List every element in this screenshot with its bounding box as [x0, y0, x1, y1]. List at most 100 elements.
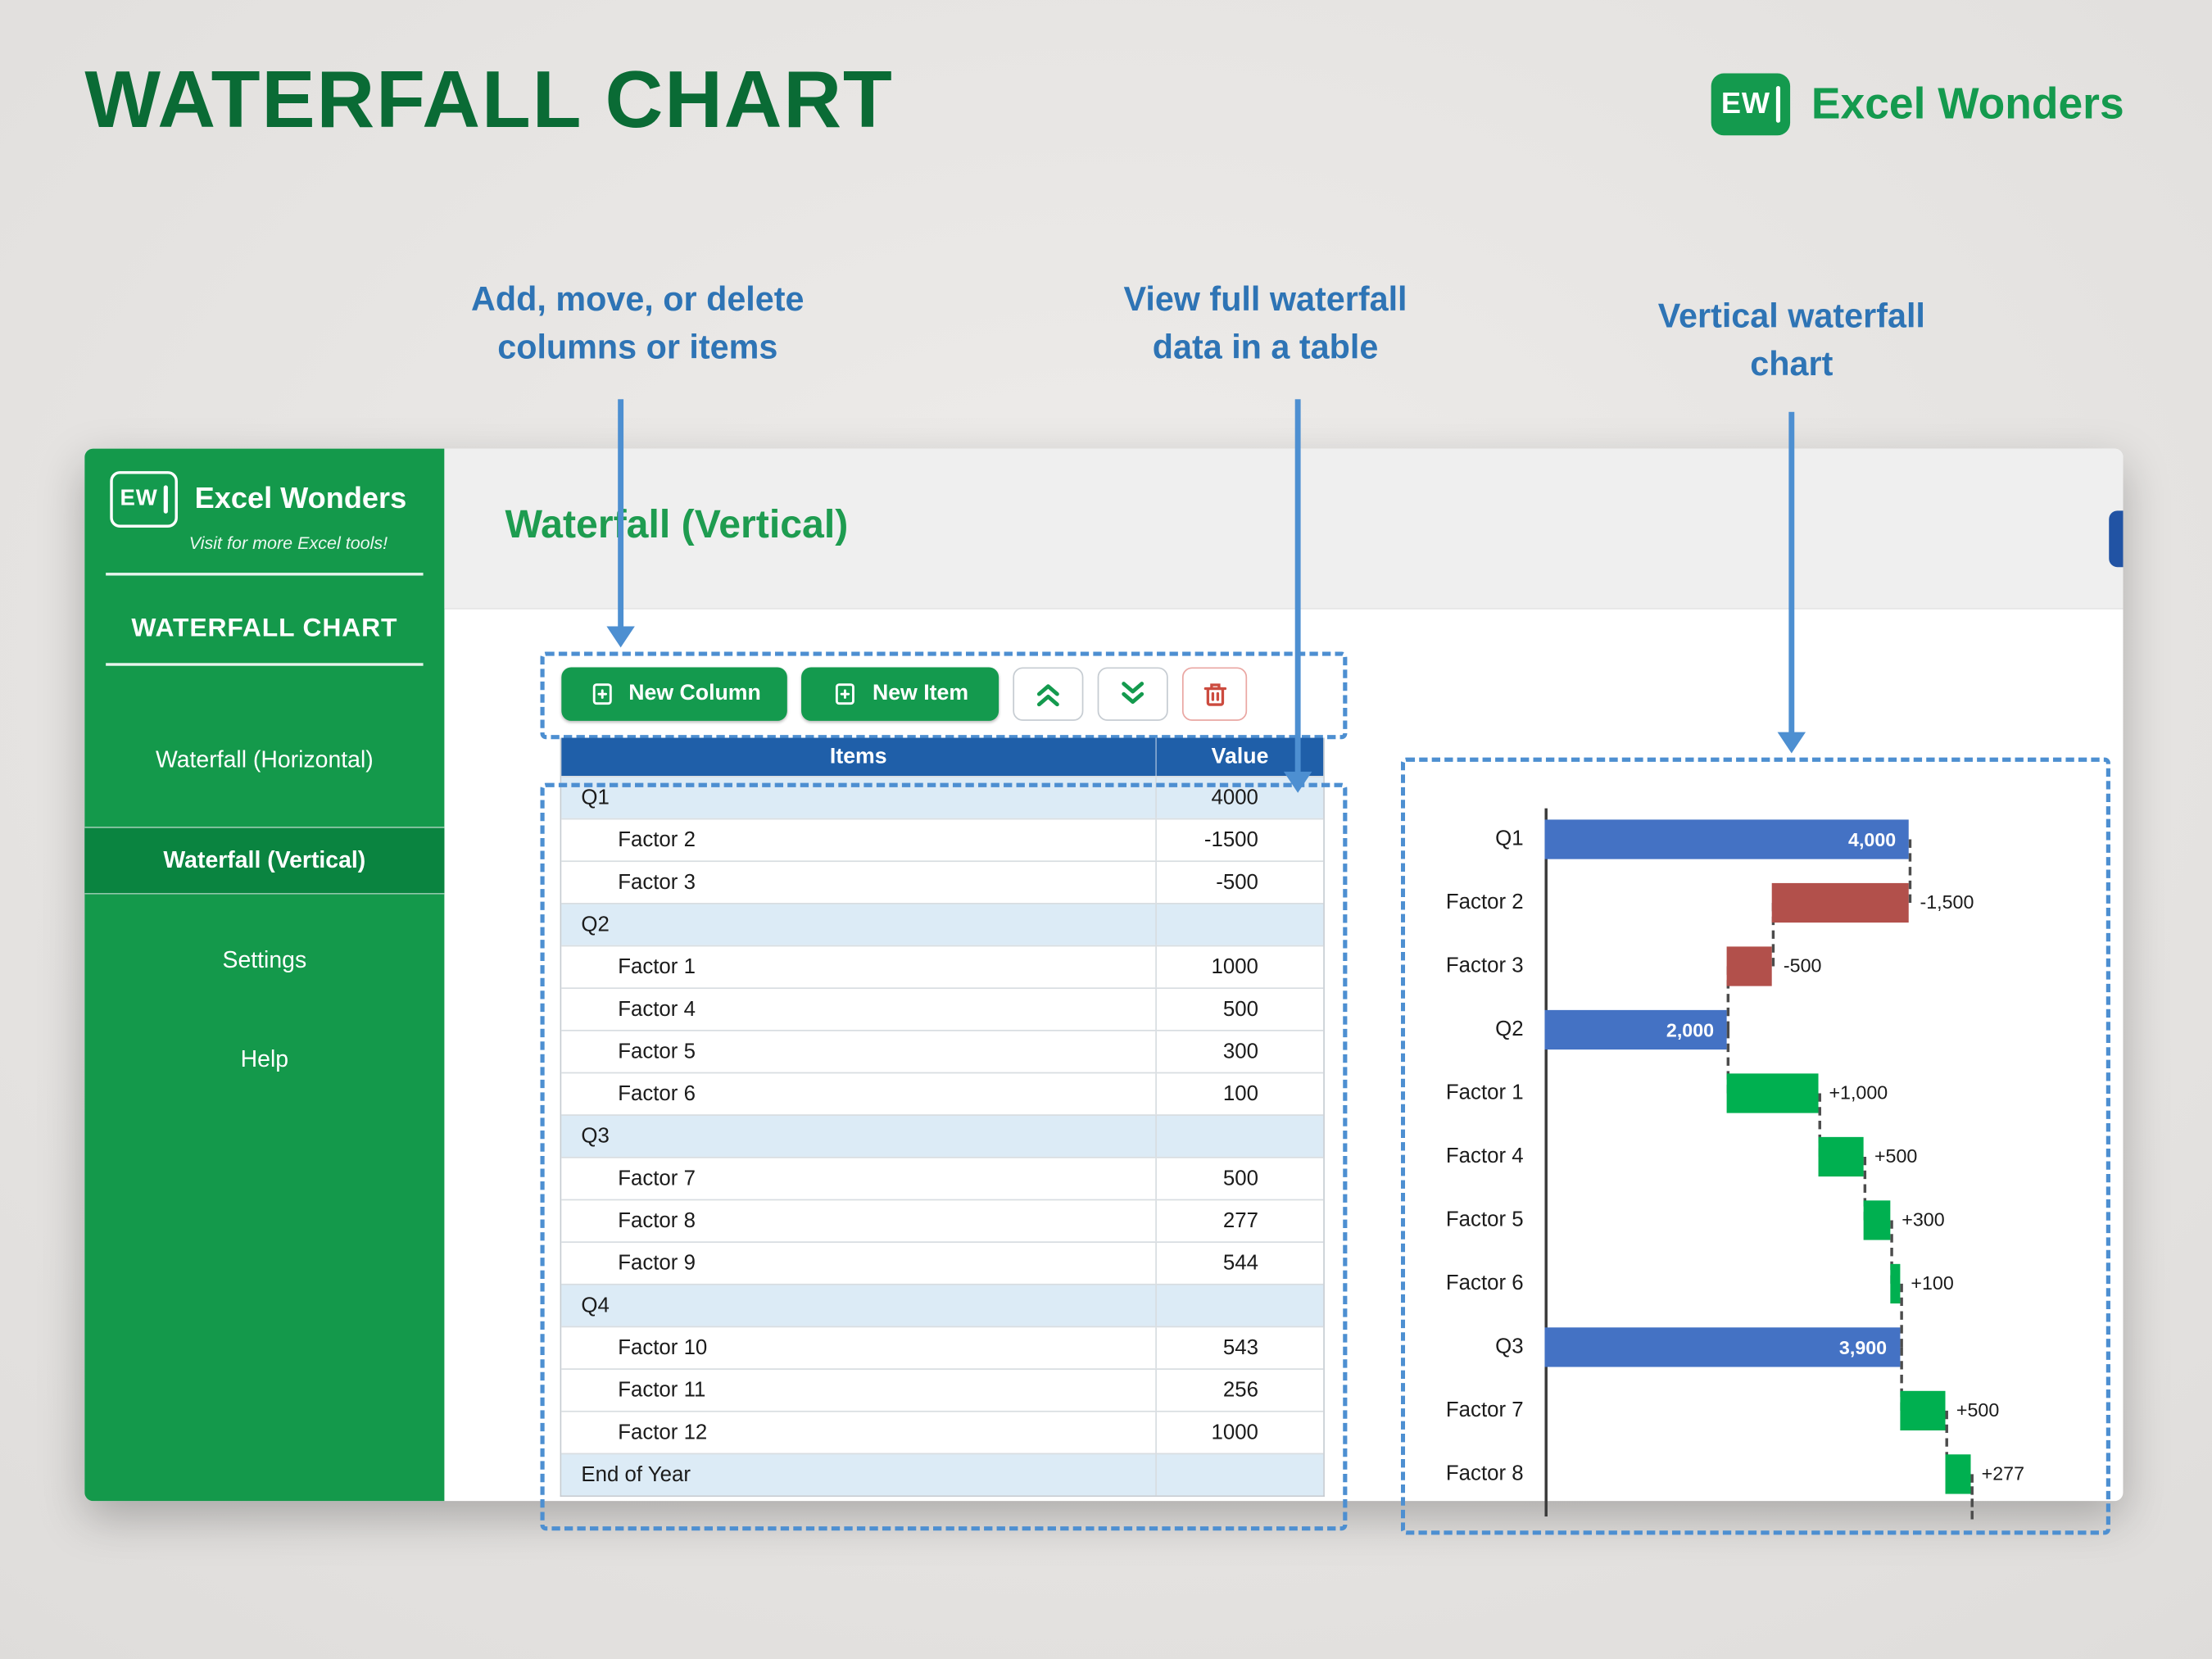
table-row[interactable]: Factor 6 100 — [561, 1072, 1324, 1115]
item-cell[interactable]: End of Year — [581, 1462, 691, 1487]
axis-category-label: Factor 1 — [1445, 1080, 1524, 1105]
bar-value-label: +100 — [1911, 1272, 1954, 1294]
value-cell[interactable]: 500 — [1155, 1158, 1323, 1199]
value-cell[interactable] — [1155, 1116, 1323, 1157]
item-cell[interactable]: Factor 2 — [618, 827, 696, 853]
sidebar-brand: EW Excel Wonders — [84, 449, 444, 528]
table-row[interactable]: Q2 — [561, 903, 1324, 945]
brand: EW Excel Wonders — [1711, 73, 2124, 136]
item-cell[interactable]: Factor 9 — [618, 1251, 696, 1276]
sidebar-tagline: Visit for more Excel tools! — [188, 533, 388, 553]
value-cell[interactable]: 100 — [1155, 1073, 1323, 1115]
page-title: WATERFALL CHART — [84, 55, 894, 146]
annotation-arrow-table — [1294, 399, 1301, 775]
item-cell[interactable]: Factor 3 — [618, 870, 696, 895]
table-row[interactable]: Factor 10 543 — [561, 1326, 1324, 1369]
data-table-body: Q1 4000 Factor 2 -1500 Factor 3 -500 Q2 Factor … — [561, 776, 1324, 1496]
value-cell[interactable]: 543 — [1155, 1327, 1323, 1369]
trash-icon — [1203, 682, 1226, 705]
item-cell[interactable]: Factor 1 — [618, 954, 696, 979]
table-row[interactable]: Factor 4 500 — [561, 987, 1324, 1030]
app-window: EW Excel Wonders Visit for more Excel to… — [84, 448, 2124, 1535]
data-table: Items Value Q1 4000 Factor 2 -1500 Factor 3 -… — [560, 737, 1325, 1497]
sidebar-item-help[interactable]: Help — [240, 1045, 289, 1072]
brand-name: Excel Wonders — [1811, 79, 2124, 129]
value-cell[interactable]: 4000 — [1155, 777, 1323, 818]
chart-highlight-box: Q1 4,000 Factor 2 -1,500 Factor 3 -500 Q2 2,000… — [1400, 757, 2110, 1535]
item-cell[interactable]: Factor 10 — [618, 1335, 708, 1360]
value-cell[interactable]: 500 — [1155, 989, 1323, 1030]
annotation-arrowhead-chart — [1777, 732, 1806, 754]
waterfall-connector — [1863, 1156, 1866, 1221]
value-cell[interactable]: -500 — [1155, 862, 1323, 904]
item-cell[interactable]: Factor 7 — [618, 1167, 696, 1191]
sidebar-item-waterfall-vertical[interactable]: Waterfall (Vertical) — [84, 827, 445, 895]
bar-value-label: -500 — [1783, 954, 1822, 977]
new-item-button[interactable]: New Item — [801, 667, 999, 721]
chevrons-up-icon — [1036, 684, 1059, 707]
main-heading: Waterfall (Vertical) — [505, 501, 849, 546]
sidebar-logo-icon: EW — [110, 471, 178, 528]
table-row[interactable]: Factor 12 1000 — [561, 1410, 1324, 1453]
waterfall-bar — [1899, 1390, 1946, 1431]
callout-toolbar: Add, move, or delete columns or items — [471, 280, 805, 367]
callout-chart: Vertical waterfall chart — [1657, 297, 1925, 384]
waterfall-bar: 4,000 — [1544, 819, 1909, 859]
value-cell[interactable]: 1000 — [1155, 946, 1323, 988]
axis-category-label: Factor 8 — [1445, 1461, 1524, 1486]
value-cell[interactable]: 277 — [1155, 1200, 1323, 1242]
value-cell[interactable]: 256 — [1155, 1369, 1323, 1411]
axis-category-label: Factor 6 — [1445, 1271, 1524, 1295]
table-row[interactable]: Q1 4000 — [561, 776, 1324, 818]
new-column-button[interactable]: New Column — [561, 667, 787, 721]
move-up-button[interactable] — [1013, 667, 1084, 721]
waterfall-bar — [1817, 1136, 1864, 1177]
toolbar-highlight-box: New Column New Item — [540, 651, 1348, 740]
waterfall-connector — [1945, 1410, 1948, 1475]
item-cell[interactable]: Q3 — [581, 1124, 610, 1149]
value-cell[interactable]: 300 — [1155, 1031, 1323, 1072]
value-cell[interactable] — [1155, 1454, 1323, 1496]
waterfall-bar: 3,900 — [1544, 1327, 1900, 1367]
table-row[interactable]: Factor 7 500 — [561, 1156, 1324, 1199]
value-cell[interactable]: -1500 — [1155, 819, 1323, 861]
item-cell[interactable]: Q2 — [581, 913, 610, 937]
item-cell[interactable]: Factor 11 — [618, 1378, 706, 1403]
table-row[interactable]: Factor 9 544 — [561, 1241, 1324, 1284]
item-cell[interactable]: Factor 4 — [618, 997, 696, 1022]
item-cell[interactable]: Q1 — [581, 786, 610, 810]
items-column-header: Items — [829, 744, 887, 768]
item-cell[interactable]: Q4 — [581, 1293, 610, 1318]
sidebar-divider — [106, 663, 424, 666]
delete-button[interactable] — [1181, 667, 1248, 721]
table-row[interactable]: Q4 — [561, 1283, 1324, 1326]
item-cell[interactable]: Factor 8 — [618, 1208, 696, 1233]
item-cell[interactable]: Factor 5 — [618, 1040, 696, 1064]
sidebar-item-waterfall-horizontal[interactable]: Waterfall (Horizontal) — [155, 746, 374, 773]
sidebar-item-settings[interactable]: Settings — [222, 947, 307, 973]
table-row[interactable]: Factor 8 277 — [561, 1199, 1324, 1242]
table-row[interactable]: Q3 — [561, 1114, 1324, 1157]
annotation-arrow-toolbar — [618, 399, 624, 629]
value-cell[interactable]: 544 — [1155, 1242, 1323, 1284]
value-cell[interactable]: 1000 — [1155, 1412, 1323, 1453]
table-row[interactable]: Factor 11 256 — [561, 1368, 1324, 1411]
table-row[interactable]: Factor 5 300 — [561, 1029, 1324, 1072]
sidebar-divider — [106, 573, 424, 576]
move-down-button[interactable] — [1097, 667, 1168, 721]
table-row[interactable]: Factor 1 1000 — [561, 945, 1324, 988]
clipboard-plus-icon — [592, 683, 611, 705]
table-row[interactable]: End of Year — [561, 1453, 1324, 1496]
annotation-arrowhead-toolbar — [606, 626, 635, 648]
sidebar-app-title: WATERFALL CHART — [131, 612, 398, 642]
table-row[interactable]: Factor 3 -500 — [561, 860, 1324, 904]
axis-category-label: Factor 3 — [1445, 954, 1524, 978]
item-cell[interactable]: Factor 12 — [618, 1420, 708, 1445]
item-cell[interactable]: Factor 6 — [618, 1081, 696, 1106]
waterfall-bar — [1726, 1073, 1818, 1113]
value-cell[interactable] — [1155, 904, 1323, 945]
value-cell[interactable] — [1155, 1285, 1323, 1326]
table-row[interactable]: Factor 2 -1500 — [561, 818, 1324, 861]
waterfall-bar — [1890, 1263, 1900, 1304]
side-panel-handle[interactable] — [2109, 510, 2124, 568]
